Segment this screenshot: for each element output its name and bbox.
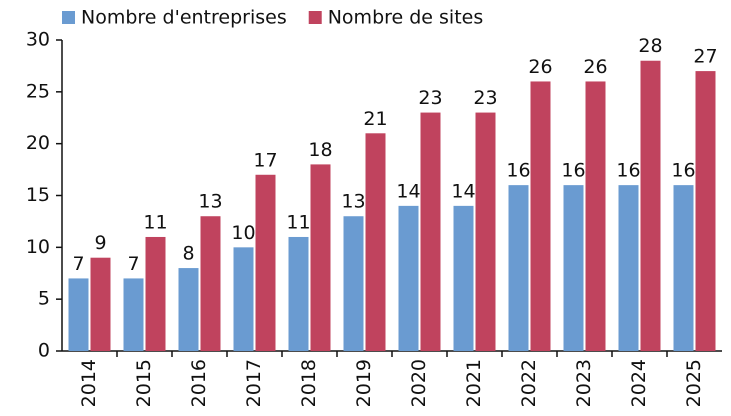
data-label: 11	[143, 211, 167, 233]
x-tick-label: 2025	[683, 359, 705, 407]
bar	[618, 185, 639, 351]
y-tick-label: 5	[38, 288, 50, 310]
x-tick-label: 2016	[188, 359, 210, 407]
y-tick-label: 30	[26, 29, 50, 51]
bar	[288, 236, 309, 351]
bar	[178, 268, 199, 351]
legend-label: Nombre de sites	[328, 7, 484, 29]
data-label: 26	[583, 56, 607, 78]
data-label: 13	[198, 191, 222, 213]
bar	[398, 205, 419, 351]
y-tick-label: 0	[38, 340, 50, 362]
x-tick-label: 2021	[463, 359, 485, 407]
bar	[453, 205, 474, 351]
y-tick-label: 20	[26, 132, 50, 154]
data-label: 26	[528, 56, 552, 78]
data-label: 13	[341, 191, 365, 213]
data-label: 16	[616, 160, 640, 182]
data-label: 9	[94, 232, 106, 254]
data-label: 14	[451, 180, 475, 202]
legend-label: Nombre d'entreprises	[81, 7, 287, 29]
bar	[530, 81, 551, 351]
bar	[563, 185, 584, 351]
data-label: 11	[286, 211, 310, 233]
bar	[200, 216, 221, 351]
bar	[343, 216, 364, 351]
bar	[695, 71, 716, 351]
y-tick-label: 10	[26, 236, 50, 258]
x-tick-label: 2023	[573, 359, 595, 407]
bar	[420, 112, 441, 351]
data-label: 16	[671, 160, 695, 182]
legend-swatch	[308, 11, 322, 24]
data-label: 7	[72, 253, 84, 275]
data-label: 16	[506, 160, 530, 182]
x-tick-label: 2015	[133, 359, 155, 407]
data-label: 16	[561, 160, 585, 182]
data-label: 8	[182, 243, 194, 265]
bar	[255, 174, 276, 351]
data-label: 21	[363, 108, 387, 130]
x-tick-label: 2019	[353, 359, 375, 407]
bar	[90, 257, 111, 351]
data-label: 23	[418, 87, 442, 109]
data-label: 23	[473, 87, 497, 109]
data-label: 18	[308, 139, 332, 161]
y-tick-label: 25	[26, 80, 50, 102]
x-tick-label: 2022	[518, 359, 540, 407]
data-label: 10	[231, 222, 255, 244]
legend-swatch	[62, 11, 75, 24]
bar	[145, 236, 166, 351]
bar	[585, 81, 606, 351]
bar	[475, 112, 496, 351]
x-tick-label: 2024	[628, 359, 650, 407]
bar	[68, 278, 89, 351]
bar	[365, 133, 386, 351]
bar	[640, 60, 661, 351]
bar	[310, 164, 331, 351]
bar	[673, 185, 694, 351]
data-label: 27	[693, 46, 717, 68]
bar	[233, 247, 254, 351]
x-tick-label: 2017	[243, 359, 265, 407]
bar	[123, 278, 144, 351]
y-tick-label: 15	[26, 184, 50, 206]
x-tick-label: 2018	[298, 359, 320, 407]
data-label: 7	[127, 253, 139, 275]
data-label: 17	[253, 149, 277, 171]
x-tick-label: 2014	[78, 359, 100, 407]
x-tick-label: 2020	[408, 359, 430, 407]
bar	[508, 185, 529, 351]
data-label: 14	[396, 180, 420, 202]
data-label: 28	[638, 35, 662, 57]
